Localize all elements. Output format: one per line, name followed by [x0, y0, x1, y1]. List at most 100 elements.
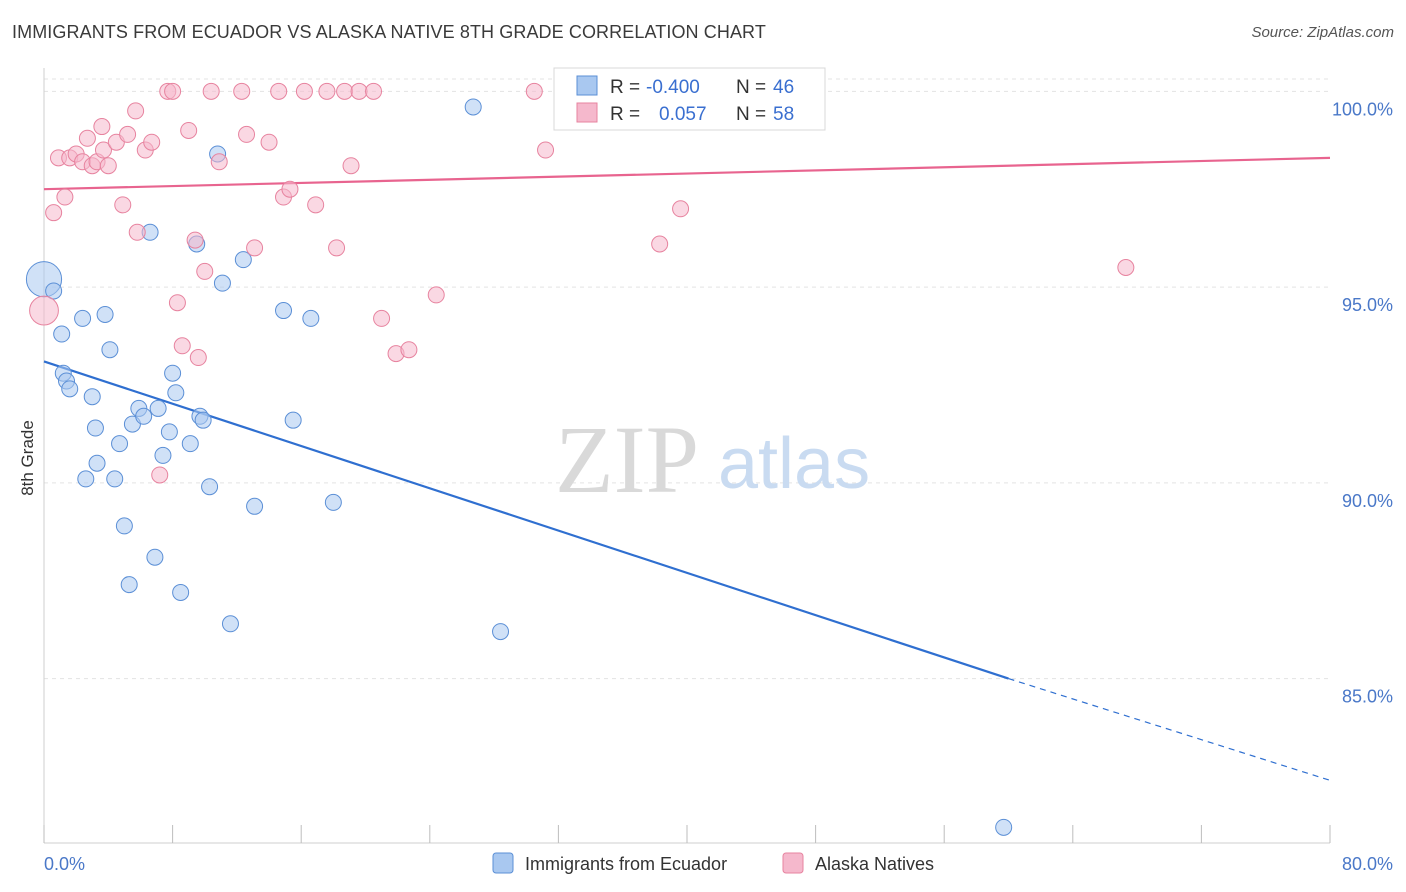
blue-data-point: [164, 364, 182, 382]
legend-r-label-2: R =: [610, 104, 640, 125]
source-credit: Source: ZipAtlas.com: [1251, 24, 1394, 41]
x-tick-label-max: 80.0%: [1342, 854, 1393, 874]
pink-data-point: [525, 82, 543, 100]
pink-data-point: [45, 204, 63, 222]
legend-marker-ecuador: [492, 852, 514, 874]
pink-data-point: [307, 196, 325, 214]
legend-r-label-1: R =: [610, 77, 640, 98]
blue-data-point: [234, 251, 252, 269]
blue-data-point: [61, 380, 79, 398]
pink-data-point: [270, 82, 288, 100]
blue-data-point: [83, 388, 101, 406]
pink-data-point: [128, 223, 146, 241]
blue-data-point: [154, 446, 172, 464]
pink-data-point: [93, 118, 111, 136]
blue-data-point: [172, 583, 190, 601]
y-tick-label: 100.0%: [1332, 99, 1393, 119]
blue-data-point: [135, 407, 153, 425]
correlation-legend: R = -0.400 N = 46 R = 0.057 N = 58: [553, 67, 826, 131]
pink-data-point: [29, 295, 59, 326]
pink-data-point: [151, 466, 169, 484]
pink-data-point: [202, 82, 220, 100]
pink-data-point: [373, 309, 391, 327]
pink-data-point: [186, 231, 204, 249]
blue-data-point: [275, 302, 293, 320]
legend-r-value-2: 0.057: [659, 104, 707, 125]
pink-data-point: [164, 82, 182, 100]
blue-data-point: [284, 411, 302, 429]
blue-data-point: [995, 818, 1013, 836]
legend-r-value-1: -0.400: [646, 77, 700, 98]
axes: [43, 68, 1331, 844]
pink-data-point: [342, 157, 360, 175]
pink-data-point: [672, 200, 690, 218]
pink-data-point: [365, 82, 383, 100]
blue-data-point: [302, 309, 320, 327]
pink-data-point: [260, 133, 278, 151]
y-tick-label: 85.0%: [1342, 687, 1393, 707]
blue-data-point: [96, 305, 114, 323]
pink-data-point: [143, 133, 161, 151]
blue-data-point: [106, 470, 124, 488]
blue-data-point: [101, 341, 119, 359]
legend-label-ecuador: Immigrants from Ecuador: [525, 854, 727, 874]
pink-data-point: [119, 125, 137, 143]
blue-data-point: [201, 478, 219, 496]
pink-data-point: [427, 286, 445, 304]
blue-data-point: [111, 435, 129, 453]
pink-data-point: [78, 129, 96, 147]
pink-data-point: [114, 196, 132, 214]
blue-data-point: [221, 615, 239, 633]
blue-data-point: [246, 497, 264, 515]
blue-data-point: [181, 435, 199, 453]
blue-data-point: [146, 548, 164, 566]
data-points: [25, 82, 1135, 836]
blue-data-point: [160, 423, 178, 441]
pink-data-point: [400, 341, 418, 359]
pink-data-point: [295, 82, 313, 100]
pink-data-point: [173, 337, 191, 355]
pink-data-point: [318, 82, 336, 100]
blue-data-point: [464, 98, 482, 116]
pink-data-point: [127, 102, 145, 120]
tick-labels: 85.0% 90.0% 95.0% 100.0% 0.0% 80.0%: [44, 99, 1393, 874]
blue-data-point: [149, 399, 167, 417]
y-tick-label: 90.0%: [1342, 491, 1393, 511]
legend-n-value-2: 58: [773, 104, 794, 125]
legend-n-label-2: N =: [736, 104, 766, 125]
pink-data-point: [233, 82, 251, 100]
pink-data-point: [238, 125, 256, 143]
blue-data-point: [492, 623, 510, 641]
pink-data-point: [281, 180, 299, 198]
pink-data-point: [1117, 258, 1135, 276]
grid-lines: [44, 78, 1330, 680]
blue-data-point: [115, 517, 133, 535]
blue-data-point: [167, 384, 185, 402]
legend-swatch-blue: [576, 75, 598, 96]
watermark-atlas: atlas: [718, 424, 870, 504]
blue-data-point: [86, 419, 104, 437]
pink-data-point: [350, 82, 368, 100]
watermark-zip: ZIP: [555, 406, 699, 513]
pink-data-point: [246, 239, 264, 257]
pink-data-point: [56, 188, 74, 206]
pink-data-point: [168, 294, 186, 312]
chart-title: IMMIGRANTS FROM ECUADOR VS ALASKA NATIVE…: [12, 22, 766, 42]
legend-n-value-1: 46: [773, 77, 794, 98]
legend-n-label-1: N =: [736, 77, 766, 98]
blue-data-point: [120, 576, 138, 594]
pink-data-point: [196, 262, 214, 280]
blue-data-point: [324, 493, 342, 511]
pink-data-point: [94, 141, 112, 159]
pink-data-point: [99, 157, 117, 175]
pink-data-point: [336, 82, 354, 100]
legend-swatch-pink: [576, 102, 598, 123]
watermark: ZIP atlas: [555, 406, 870, 513]
pink-data-point: [210, 153, 228, 171]
y-tick-label: 95.0%: [1342, 295, 1393, 315]
blue-data-point: [74, 309, 92, 327]
blue-data-point: [194, 411, 212, 429]
blue-trend-extension: [1008, 677, 1331, 781]
blue-trend-line: [43, 360, 1009, 680]
